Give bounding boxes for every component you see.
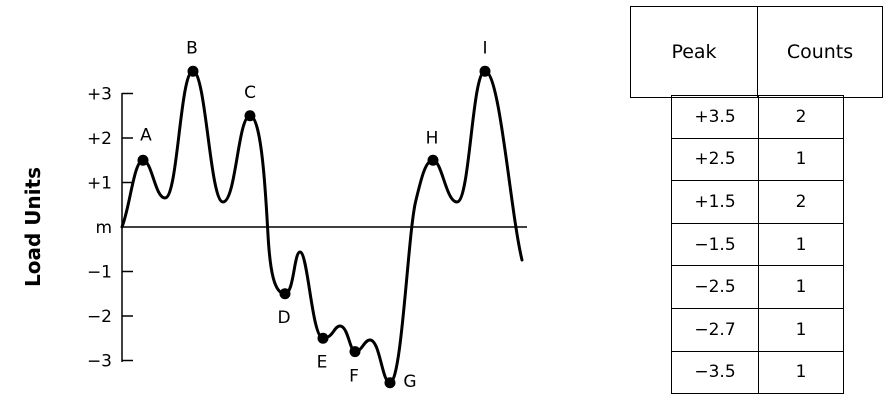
- y-ticks: +3 +2 +1 m −1 −2 −3: [87, 85, 133, 372]
- y-tick-label: m: [95, 218, 112, 238]
- table-row: −2.7 1: [671, 307, 844, 352]
- peak-label: D: [277, 308, 290, 328]
- peak-label: A: [140, 125, 152, 145]
- count-cell: 1: [758, 307, 844, 352]
- count-cell: 1: [758, 350, 844, 394]
- y-tick-label: −3: [87, 352, 112, 372]
- peak-marker: [137, 154, 149, 166]
- peak-value-cell: +3.5: [671, 95, 759, 139]
- table-row: −1.5 1: [671, 222, 844, 267]
- peak-label: G: [403, 372, 416, 390]
- count-cell: 1: [758, 222, 844, 267]
- peak-label: E: [317, 352, 328, 372]
- count-cell: 2: [758, 180, 844, 224]
- table-row: +3.5 2: [671, 95, 844, 139]
- count-cell: 1: [758, 137, 844, 182]
- counts-column-header: Counts: [757, 6, 883, 98]
- count-cell: 1: [758, 265, 844, 309]
- y-axis-label: Load Units: [21, 167, 45, 287]
- table-header: Peak Counts: [630, 6, 883, 98]
- peak-value-cell: −2.5: [671, 265, 759, 309]
- peak-value-cell: −2.7: [671, 307, 759, 352]
- peak-marker: [317, 332, 329, 344]
- peak-value-cell: −1.5: [671, 222, 759, 267]
- peak-value-cell: +2.5: [671, 137, 759, 182]
- peak-marker: [187, 65, 199, 77]
- peak-label: H: [426, 128, 439, 148]
- table-row: −2.5 1: [671, 265, 844, 309]
- table-row: −3.5 1: [671, 350, 844, 394]
- peak-counts-table: +3.5 2 +2.5 1 +1.5 2 −1.5 1 −2.5 1 −2.7 1 −3.5 1: [671, 95, 844, 394]
- y-tick-label: +3: [87, 85, 112, 105]
- peak-marker: [384, 377, 396, 389]
- table-row: +1.5 2: [671, 180, 844, 224]
- peak-marker: [427, 154, 439, 166]
- peak-label: C: [244, 83, 256, 103]
- peak-markers: A B C D E F G H I: [137, 38, 491, 390]
- peak-marker: [279, 288, 291, 300]
- y-tick-label: −2: [87, 307, 112, 327]
- peak-value-cell: +1.5: [671, 180, 759, 224]
- table-row: +2.5 1: [671, 137, 844, 182]
- peak-label: I: [482, 38, 487, 58]
- count-cell: 2: [758, 95, 844, 139]
- peak-label: F: [349, 367, 359, 387]
- load-history-chart: Load Units +3 +2 +1 m −1 −2 −3 A B C D E F G H I: [21, 38, 527, 390]
- y-tick-label: +2: [87, 129, 112, 149]
- y-tick-label: −1: [87, 263, 112, 283]
- peak-marker: [479, 65, 491, 77]
- peak-value-cell: −3.5: [671, 350, 759, 394]
- peak-marker: [244, 110, 256, 122]
- y-tick-label: +1: [87, 174, 112, 194]
- peak-marker: [349, 346, 361, 358]
- peak-label: B: [186, 38, 198, 58]
- peak-column-header: Peak: [630, 6, 758, 98]
